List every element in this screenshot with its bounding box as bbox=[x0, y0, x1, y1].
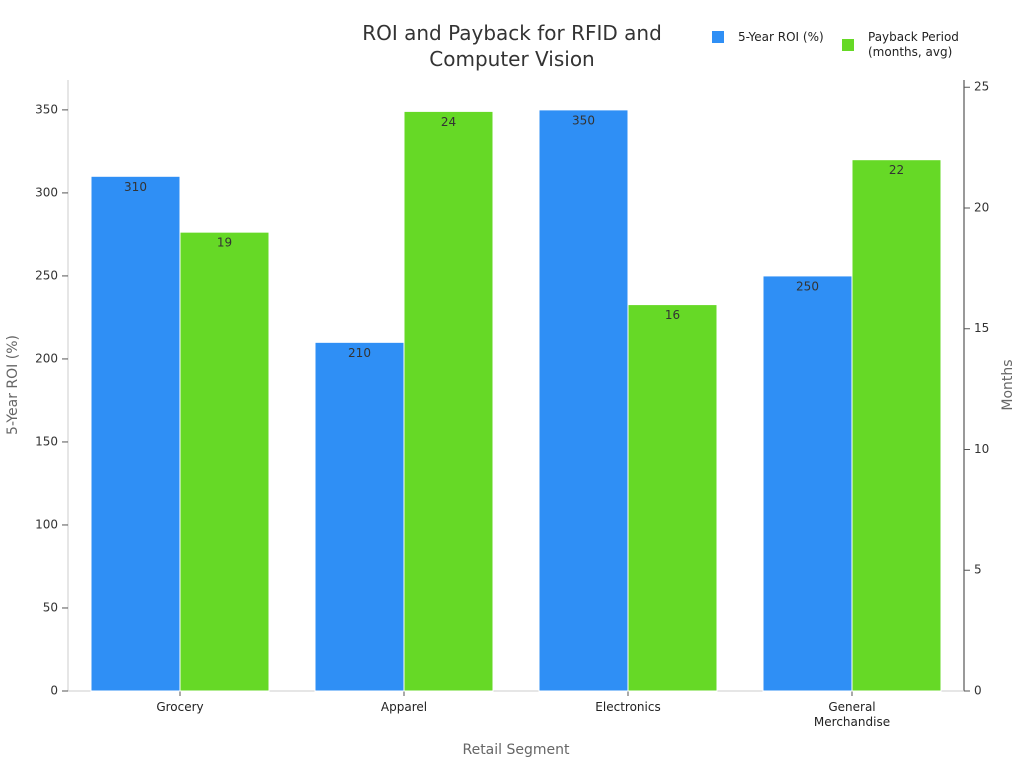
data-label: 22 bbox=[889, 163, 904, 177]
legend-swatch bbox=[712, 31, 724, 43]
x-axis-label: Retail Segment bbox=[462, 742, 570, 758]
y-tick-label: 200 bbox=[35, 351, 58, 365]
bar bbox=[627, 304, 718, 692]
data-label: 210 bbox=[348, 346, 371, 360]
y-tick-label: 350 bbox=[35, 102, 58, 116]
y2-axis-label: Months bbox=[1000, 359, 1016, 410]
x-tick-label: Electronics bbox=[595, 700, 661, 714]
x-tick-label: Apparel bbox=[380, 700, 428, 714]
y-tick-label: 150 bbox=[35, 434, 58, 448]
data-label: 310 bbox=[124, 180, 147, 194]
legend-label: Payback Period (months, avg) bbox=[868, 30, 959, 59]
legend-swatch bbox=[842, 39, 854, 51]
legend-label: 5-Year ROI (%) bbox=[738, 30, 824, 44]
bar bbox=[90, 175, 181, 692]
bar bbox=[179, 231, 270, 692]
bar bbox=[538, 109, 629, 692]
data-label: 24 bbox=[441, 115, 456, 129]
data-label: 16 bbox=[665, 308, 680, 322]
x-tick-label: Grocery bbox=[156, 700, 204, 714]
y2-tick-label: 15 bbox=[974, 321, 989, 335]
y2-tick-label: 0 bbox=[974, 684, 982, 698]
chart-title: ROI and Payback for RFID and Computer Vi… bbox=[362, 21, 662, 71]
bar bbox=[762, 275, 853, 692]
data-label: 350 bbox=[572, 113, 595, 127]
data-label: 250 bbox=[796, 279, 819, 293]
y-axis-label: 5-Year ROI (%) bbox=[5, 335, 21, 435]
y2-tick-label: 5 bbox=[974, 563, 982, 577]
y-tick-label: 100 bbox=[35, 517, 58, 531]
y2-tick-label: 20 bbox=[974, 200, 989, 214]
x-tick-label: General Merchandise bbox=[813, 700, 891, 729]
y-tick-label: 50 bbox=[43, 600, 58, 614]
y2-tick-label: 10 bbox=[974, 442, 989, 456]
y2-tick-label: 25 bbox=[974, 80, 989, 94]
data-label: 19 bbox=[217, 236, 232, 250]
bar bbox=[403, 110, 494, 692]
bar bbox=[314, 341, 405, 692]
bar bbox=[851, 159, 942, 692]
y-tick-label: 250 bbox=[35, 268, 58, 282]
y-tick-label: 300 bbox=[35, 185, 58, 199]
y-tick-label: 0 bbox=[50, 684, 58, 698]
